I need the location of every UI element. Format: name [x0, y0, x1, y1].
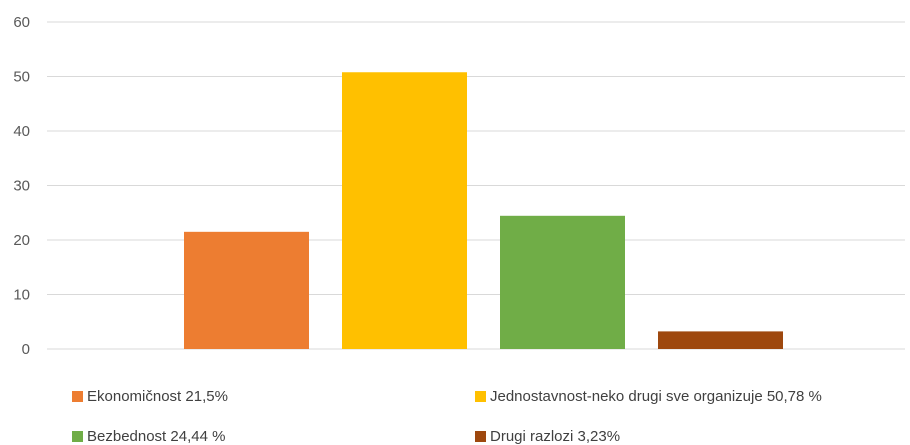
- y-axis-ticks: 0 10 20 30 40 50 60: [13, 14, 30, 358]
- bar-4: [658, 331, 783, 349]
- y-tick-label: 60: [13, 14, 30, 31]
- y-tick-label: 0: [22, 341, 30, 358]
- y-tick-label: 50: [13, 69, 30, 86]
- y-tick-label: 40: [13, 123, 30, 140]
- bars: [184, 72, 783, 350]
- gridlines: [47, 21, 905, 350]
- bar-2: [342, 72, 467, 350]
- bar-3: [500, 215, 625, 349]
- y-tick-label: 20: [13, 232, 30, 249]
- bar-1: [184, 231, 309, 349]
- y-tick-label: 30: [13, 178, 30, 195]
- y-tick-label: 10: [13, 287, 30, 304]
